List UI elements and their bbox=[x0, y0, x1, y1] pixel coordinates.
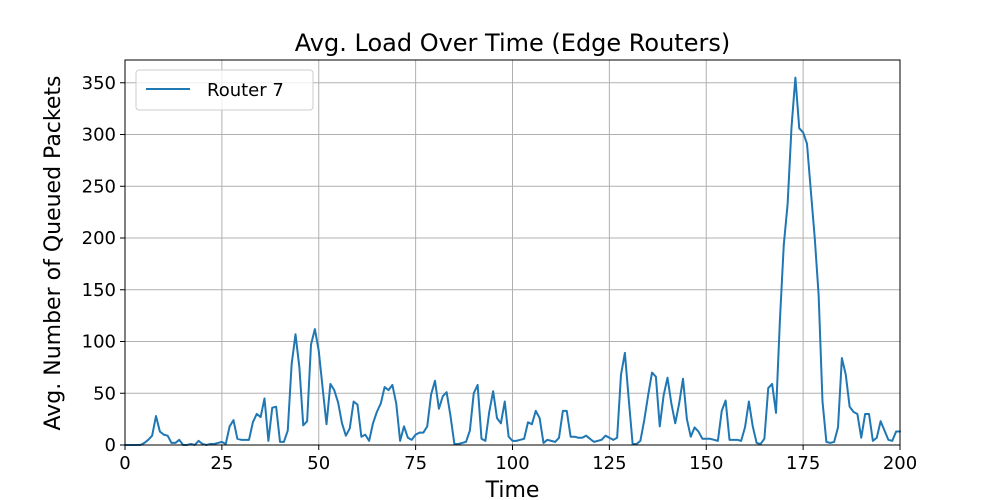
y-tick-label: 150 bbox=[82, 280, 116, 301]
y-tick-label: 100 bbox=[82, 332, 116, 353]
x-tick-label: 200 bbox=[883, 453, 917, 474]
x-tick-label: 75 bbox=[404, 453, 427, 474]
series-line bbox=[124, 76, 901, 446]
x-tick-label: 25 bbox=[210, 453, 233, 474]
x-tick-label: 175 bbox=[786, 453, 820, 474]
x-tick-label: 100 bbox=[495, 453, 529, 474]
x-ticks: 0 25 50 75 100 125 150 175 200 bbox=[119, 445, 917, 474]
x-tick-label: 150 bbox=[689, 453, 723, 474]
y-axis-label: Avg. Number of Queued Packets bbox=[41, 76, 66, 431]
y-tick-label: 0 bbox=[105, 435, 116, 456]
y-tick-label: 350 bbox=[82, 73, 116, 94]
y-tick-label: 250 bbox=[82, 176, 116, 197]
x-tick-label: 125 bbox=[592, 453, 626, 474]
x-tick-label: 50 bbox=[307, 453, 330, 474]
y-tick-label: 300 bbox=[82, 125, 116, 146]
y-tick-label: 200 bbox=[82, 228, 116, 249]
x-tick-label: 0 bbox=[119, 453, 130, 474]
y-ticks: 0 50 100 150 200 250 300 350 bbox=[82, 73, 125, 456]
y-tick-label: 50 bbox=[93, 383, 116, 404]
legend-label: Router 7 bbox=[207, 80, 284, 101]
series-layer bbox=[124, 76, 901, 446]
chart-title: Avg. Load Over Time (Edge Routers) bbox=[295, 29, 730, 57]
x-axis-label: Time bbox=[485, 478, 540, 500]
legend-box bbox=[135, 69, 314, 111]
legend: Router 7 bbox=[135, 69, 314, 111]
